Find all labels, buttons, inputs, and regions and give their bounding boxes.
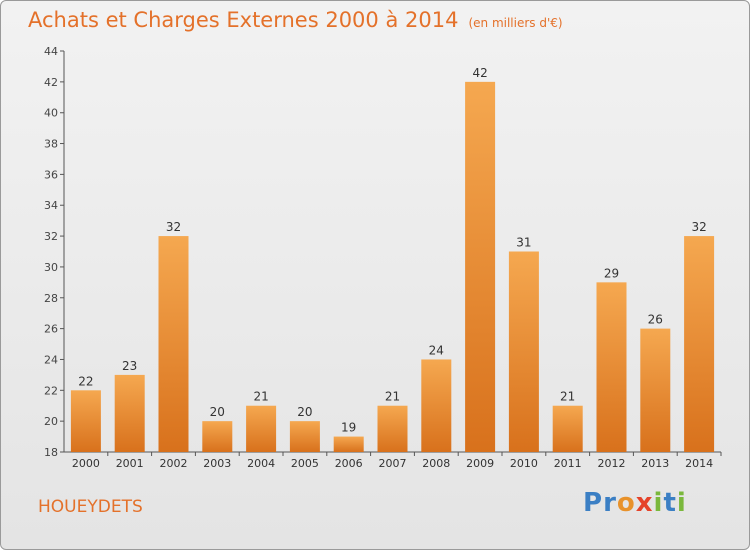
x-tick-label: 2007 <box>379 457 407 470</box>
bar[interactable] <box>70 390 101 452</box>
bar-value-label: 32 <box>166 220 181 234</box>
bar-value-label: 24 <box>429 343 444 357</box>
bar[interactable] <box>465 81 496 452</box>
x-tick-label: 2000 <box>72 457 100 470</box>
bar[interactable] <box>377 405 408 452</box>
logo-letter: P <box>583 488 604 518</box>
x-tick-label: 2004 <box>247 457 275 470</box>
bar[interactable] <box>114 374 145 452</box>
y-tick-label: 18 <box>44 446 58 459</box>
y-tick-label: 24 <box>44 353 58 366</box>
bar-value-label: 21 <box>253 390 268 404</box>
x-tick-label: 2008 <box>422 457 450 470</box>
x-tick-label: 2014 <box>685 457 713 470</box>
bar[interactable] <box>508 251 539 453</box>
data-labels: 22 23 32 20 21 20 19 21 24 42 31 21 29 26 32 <box>78 66 706 435</box>
bar[interactable] <box>596 282 627 452</box>
bar-value-label: 19 <box>341 421 356 435</box>
x-tick-label: 2001 <box>116 457 144 470</box>
x-tick-label: 2002 <box>160 457 188 470</box>
bar[interactable] <box>640 328 671 452</box>
x-tick-label: 2009 <box>466 457 494 470</box>
bar[interactable] <box>333 436 364 452</box>
x-tick-label: 2010 <box>510 457 538 470</box>
chart-title-text: Achats et Charges Externes 2000 à 2014 <box>28 8 459 32</box>
y-tick-label: 42 <box>44 76 58 89</box>
commune-name: HOUEYDETS <box>38 497 143 517</box>
bar[interactable] <box>246 405 277 452</box>
bar[interactable] <box>158 236 189 452</box>
bar-value-label: 21 <box>560 390 575 404</box>
bar-value-label: 29 <box>604 266 619 280</box>
logo-letter: i <box>676 488 687 518</box>
x-tick-label: 2006 <box>335 457 363 470</box>
y-tick-label: 30 <box>44 261 58 274</box>
bar[interactable] <box>421 359 452 452</box>
y-tick-label: 36 <box>44 168 58 181</box>
x-tick-label: 2003 <box>203 457 231 470</box>
logo-letter: x <box>635 488 654 518</box>
bar-value-label: 23 <box>122 359 137 373</box>
logo-letter: o <box>616 488 636 518</box>
bar-value-label: 42 <box>472 66 487 80</box>
bar-value-label: 32 <box>691 220 706 234</box>
y-tick-label: 44 <box>44 45 58 58</box>
y-tick-label: 38 <box>44 138 58 151</box>
axes: 18 20 22 24 26 28 30 32 34 36 38 40 42 44 2000 2001 2002… <box>44 45 722 470</box>
x-tick-label: 2011 <box>554 457 582 470</box>
y-tick-label: 28 <box>44 292 58 305</box>
y-tick-label: 26 <box>44 323 58 336</box>
y-tick-label: 20 <box>44 415 58 428</box>
logo-letter: r <box>603 488 617 518</box>
bar-value-label: 22 <box>78 374 93 388</box>
bar-value-label: 26 <box>648 313 663 327</box>
y-tick-label: 34 <box>44 199 58 212</box>
y-tick-label: 22 <box>44 384 58 397</box>
bar-value-label: 31 <box>516 236 531 250</box>
bar[interactable] <box>202 421 233 452</box>
chart-title: Achats et Charges Externes 2000 à 2014 (e… <box>28 8 563 32</box>
logo-letter: t <box>663 488 677 518</box>
bar[interactable] <box>552 405 583 452</box>
bar-value-label: 20 <box>210 405 225 419</box>
bar-value-label: 20 <box>297 405 312 419</box>
x-tick-label: 2012 <box>598 457 626 470</box>
chart-unit: (en milliers d'€) <box>468 16 563 30</box>
bars <box>70 81 715 453</box>
logo-letter: i <box>653 488 664 518</box>
bar[interactable] <box>684 236 715 452</box>
bar-value-label: 21 <box>385 390 400 404</box>
y-tick-label: 40 <box>44 107 58 120</box>
bar[interactable] <box>289 421 320 452</box>
proxiti-logo[interactable]: Proxiti <box>583 488 687 518</box>
y-tick-label: 32 <box>44 230 58 243</box>
x-tick-label: 2005 <box>291 457 319 470</box>
x-tick-label: 2013 <box>641 457 669 470</box>
